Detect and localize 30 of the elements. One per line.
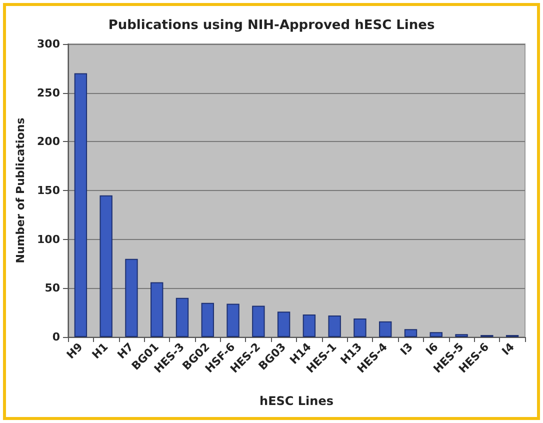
bar (125, 258, 138, 337)
y-tick-label: 100 (37, 232, 60, 246)
x-tick-label: I3 (398, 340, 416, 358)
bar (354, 318, 366, 337)
bar (201, 302, 214, 337)
y-tick-label: 0 (52, 330, 60, 344)
y-axis-title: Number of Publications (14, 117, 27, 264)
bar (379, 321, 392, 337)
y-tick-label: 50 (44, 282, 60, 295)
bar (226, 304, 240, 337)
bar (328, 316, 341, 337)
bar (252, 306, 265, 337)
bar (100, 195, 112, 337)
chart-title: Publications using NIH-Approved hESC Lines (108, 18, 435, 33)
bar (404, 329, 418, 337)
bar (150, 282, 164, 337)
bar (176, 298, 189, 337)
x-axis-title: hESC Lines (260, 394, 334, 408)
x-tick-label: H9 (64, 340, 86, 362)
y-tick-label: 300 (37, 38, 60, 50)
y-tick-label: 250 (37, 86, 60, 100)
y-tick-label: 150 (37, 184, 60, 197)
x-tick-label: H7 (114, 340, 136, 362)
x-tick-label: H1 (90, 340, 111, 362)
bar (430, 332, 442, 337)
bar (277, 312, 290, 337)
bar (302, 314, 316, 337)
y-tick-label: 200 (37, 135, 60, 148)
bar (74, 73, 88, 337)
x-tick-label: I4 (499, 340, 518, 358)
